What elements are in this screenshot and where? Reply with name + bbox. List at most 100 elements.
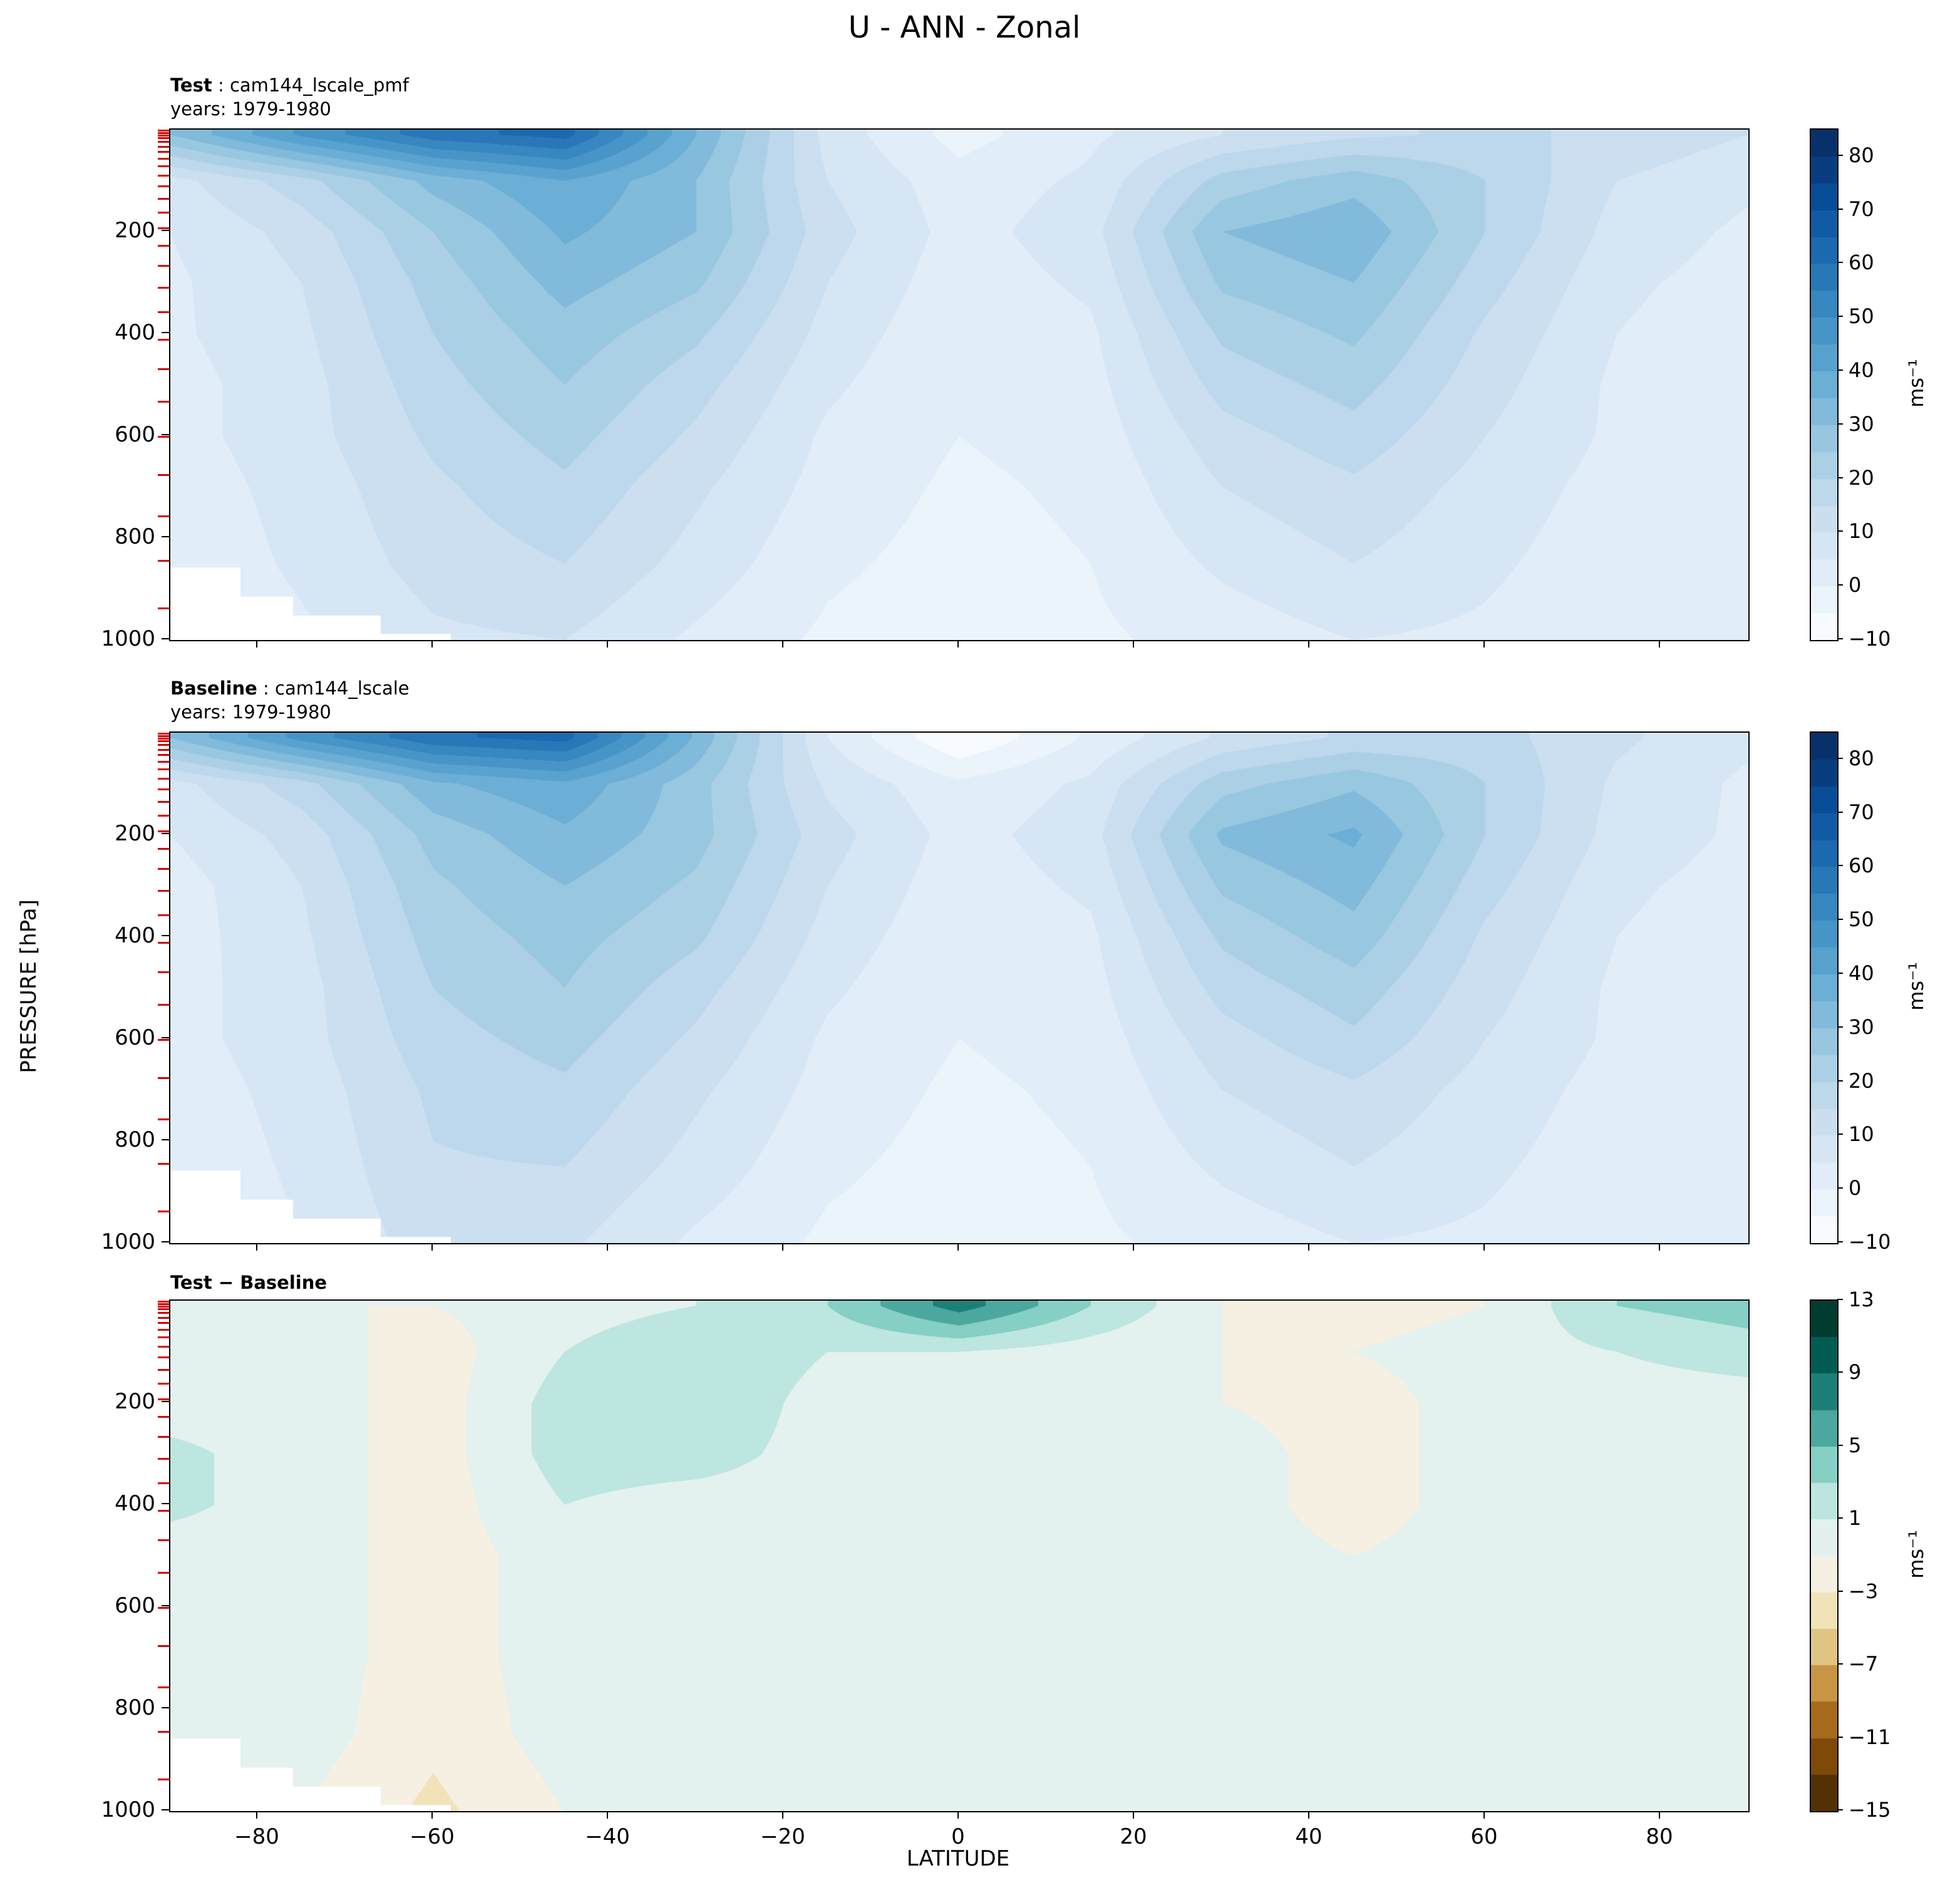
y-tick-label: 800 (115, 1695, 155, 1720)
y-tick-label: 200 (115, 218, 155, 243)
colorbar-tick-label: −11 (1849, 1725, 1891, 1749)
colorbar-tick-label: 20 (1849, 465, 1874, 490)
x-tick-label: 80 (1646, 1824, 1673, 1849)
colorbar-tick-label: −10 (1849, 627, 1891, 651)
colorbar-tick-mark (1837, 1299, 1843, 1300)
colorbar-tick-mark (1837, 208, 1843, 210)
model-level-tick (158, 1322, 169, 1324)
model-level-tick (158, 1305, 169, 1308)
model-level-tick (158, 890, 169, 892)
y-tick-label: 1000 (101, 626, 155, 651)
colorbar-tick-mark (1837, 638, 1843, 639)
y-tick-mark (162, 833, 169, 834)
model-level-tick (158, 287, 169, 289)
model-level-tick (158, 1458, 169, 1460)
colorbar-tick-mark (1837, 973, 1843, 974)
contour-plot-baseline (169, 731, 1750, 1244)
model-level-tick (158, 401, 169, 403)
x-tick-mark (431, 1811, 433, 1819)
model-level-tick (158, 265, 169, 267)
y-tick-label: 600 (115, 1593, 155, 1618)
y-tick-mark (162, 1503, 169, 1504)
y-tick-label: 600 (115, 422, 155, 447)
x-tick-label: −80 (234, 1824, 279, 1849)
x-tick-mark (1308, 1811, 1309, 1819)
colorbar-tick-mark (1837, 1517, 1843, 1519)
y-tick-mark (162, 1401, 169, 1402)
panel-baseline: Baseline : cam144_lscale years: 1979-198… (101, 678, 1928, 1254)
y-tick-label: 400 (115, 1491, 155, 1516)
model-level-tick (158, 1312, 169, 1314)
panel-test-title-rest: : cam144_lscale_pmf (212, 75, 409, 96)
y-tick-mark (162, 230, 169, 231)
colorbar-tick-mark (1837, 919, 1843, 921)
colorbar-tick-label: −15 (1849, 1798, 1891, 1822)
colorbar-test (1810, 128, 1839, 641)
x-tick-mark (431, 640, 433, 648)
colorbar-tick-mark (1837, 1736, 1843, 1738)
model-level-tick (158, 1329, 169, 1331)
x-tick-mark (957, 1243, 959, 1251)
panel-baseline-title: Baseline : cam144_lscale (170, 678, 410, 699)
x-tick-mark (1133, 1811, 1134, 1819)
colorbar-tick-label: −3 (1849, 1579, 1879, 1603)
colorbar-tick-label: 30 (1849, 411, 1874, 436)
model-level-tick (158, 174, 169, 177)
model-level-tick (158, 737, 169, 740)
model-level-tick (158, 560, 169, 562)
x-tick-label: 60 (1470, 1824, 1498, 1849)
colorbar-tick-mark (1837, 530, 1843, 532)
y-tick-mark (162, 1037, 169, 1038)
y-tick-label: 1000 (101, 1229, 155, 1254)
colorbar-tick-label: 60 (1849, 250, 1874, 275)
x-tick-label: −60 (410, 1824, 455, 1849)
colorbar-tick-label: 1 (1849, 1506, 1862, 1531)
model-level-tick (158, 777, 169, 780)
x-tick-mark (1133, 640, 1134, 648)
model-level-tick (158, 185, 169, 188)
colorbar-tick-mark (1837, 1241, 1843, 1242)
colorbar-tick-label: 5 (1849, 1433, 1862, 1457)
y-tick-label: 1000 (101, 1797, 155, 1822)
colorbar-tick-mark (1837, 865, 1843, 867)
colorbar-tick-label: −7 (1849, 1652, 1879, 1676)
model-level-tick (158, 768, 169, 771)
colorbar-tick-label: 60 (1849, 854, 1874, 878)
contour-plot-diff (169, 1299, 1750, 1812)
colorbar-baseline (1810, 731, 1839, 1244)
colorbar-tick-label: 0 (1849, 573, 1862, 597)
y-tick-label: 800 (115, 1127, 155, 1152)
x-tick-mark (607, 640, 608, 648)
y-tick-mark (162, 332, 169, 333)
model-level-tick (158, 830, 169, 832)
model-level-tick (158, 814, 169, 817)
colorbar-tick-mark (1837, 811, 1843, 813)
colorbar-tick-mark (1837, 423, 1843, 425)
colorbar-tick-label: 20 (1849, 1068, 1874, 1093)
model-level-tick (158, 165, 169, 168)
model-level-tick (158, 740, 169, 743)
y-tick-mark (162, 1809, 169, 1810)
x-tick-mark (1483, 640, 1485, 648)
y-tick-mark (162, 1605, 169, 1606)
model-level-tick (158, 941, 169, 944)
colorbar-tick-mark (1837, 1444, 1843, 1446)
model-level-tick (158, 227, 169, 229)
model-level-tick (158, 145, 169, 148)
model-level-tick (158, 311, 169, 314)
y-tick-mark (162, 935, 169, 936)
model-level-tick (158, 1686, 169, 1689)
x-tick-label: 40 (1295, 1824, 1323, 1849)
model-level-tick (158, 1645, 169, 1648)
x-tick-mark (256, 1811, 257, 1819)
y-tick-mark (162, 536, 169, 537)
model-level-tick (158, 197, 169, 200)
colorbar-tick-label: 80 (1849, 143, 1874, 167)
model-level-tick (158, 1356, 169, 1359)
panel-test-title-bold: Test (170, 75, 212, 96)
x-tick-mark (1659, 1243, 1660, 1251)
colorbar-tick-label: 10 (1849, 519, 1874, 544)
colorbar-tick-label: 13 (1849, 1288, 1874, 1311)
x-tick-mark (957, 640, 959, 648)
model-level-tick (158, 607, 169, 610)
